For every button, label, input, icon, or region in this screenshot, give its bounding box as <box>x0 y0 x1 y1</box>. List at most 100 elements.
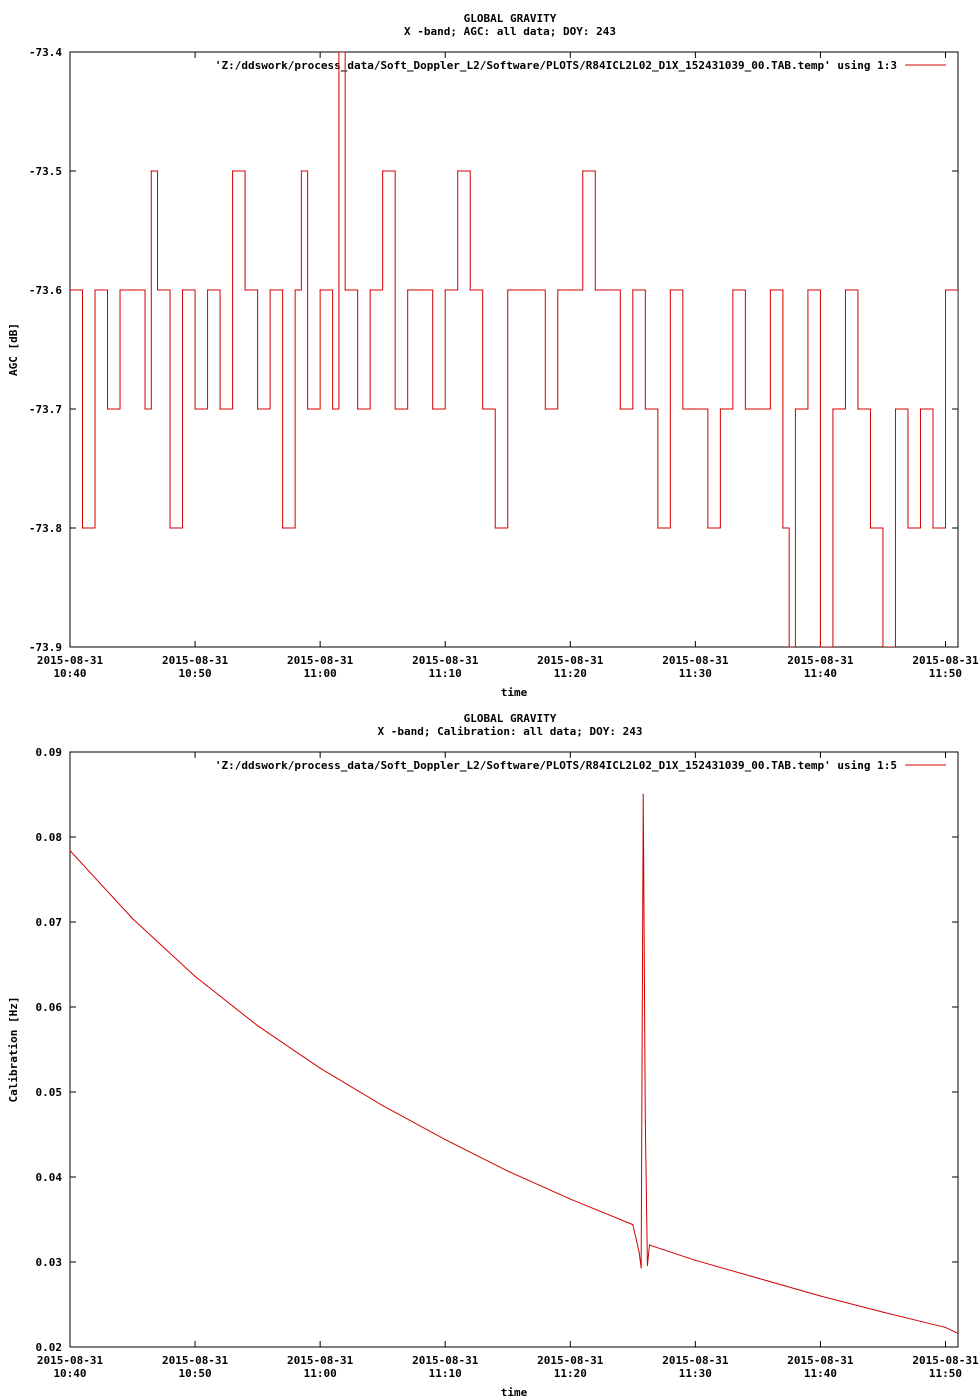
data-point <box>719 408 721 410</box>
data-point <box>644 1121 646 1123</box>
data-point <box>788 646 790 647</box>
y-tick-label: 0.04 <box>36 1171 63 1184</box>
chart-title: GLOBAL GRAVITY <box>464 712 557 725</box>
x-tick-date: 2015-08-31 <box>662 654 729 667</box>
data-point <box>648 1244 651 1246</box>
data-point <box>657 527 659 529</box>
data-point <box>794 408 797 410</box>
data-point <box>382 170 384 172</box>
data-point <box>419 289 421 291</box>
y-tick-label: 0.07 <box>36 916 63 929</box>
chart-subtitle: X -band; Calibration: all data; DOY: 243 <box>378 725 643 738</box>
x-tick-time: 10:40 <box>53 1367 86 1380</box>
x-tick-time: 11:40 <box>804 1367 837 1380</box>
data-point <box>394 408 396 410</box>
plot-frame <box>69 751 959 1348</box>
data-point <box>919 408 922 410</box>
x-tick-time: 11:50 <box>929 1367 962 1380</box>
data-point <box>206 289 209 291</box>
data-point <box>382 1105 384 1107</box>
data-point <box>640 1267 642 1269</box>
x-tick-time: 11:20 <box>554 667 587 680</box>
x-tick-time: 10:40 <box>53 667 86 680</box>
data-point <box>607 289 609 291</box>
x-tick-time: 11:40 <box>804 667 837 680</box>
data-point <box>957 408 958 410</box>
agc-chart-panel: GLOBAL GRAVITY X -band; AGC: all data; DO… <box>7 12 979 699</box>
data-point <box>669 289 671 291</box>
data-point <box>544 408 546 410</box>
x-tick-date: 2015-08-31 <box>537 654 604 667</box>
data-point <box>819 646 822 647</box>
data-point <box>319 289 321 291</box>
x-axis-label: time <box>501 686 528 699</box>
y-tick-label: 0.02 <box>36 1341 63 1354</box>
data-point <box>894 408 897 410</box>
data-point <box>638 1251 640 1253</box>
data-point <box>907 527 909 529</box>
legend-label: 'Z:/ddswork/process_data/Soft_Doppler_L2… <box>215 59 897 72</box>
data-point <box>757 1277 759 1279</box>
data-point <box>294 289 296 291</box>
x-tick-date: 2015-08-31 <box>912 1354 979 1367</box>
data-point <box>194 408 196 410</box>
chart-subtitle: X -band; AGC: all data; DOY: 243 <box>404 25 616 38</box>
data-point <box>594 289 596 291</box>
data-point <box>646 1264 649 1266</box>
data-point <box>619 408 621 410</box>
series-line <box>70 794 958 1334</box>
x-tick-date: 2015-08-31 <box>287 1354 354 1367</box>
x-tick-date: 2015-08-31 <box>412 654 479 667</box>
data-point <box>257 408 259 410</box>
x-tick-date: 2015-08-31 <box>162 654 229 667</box>
x-tick-time: 11:30 <box>679 667 712 680</box>
data-point <box>94 289 96 291</box>
data-point <box>882 1311 884 1313</box>
data-point <box>632 289 634 291</box>
x-tick-date: 2015-08-31 <box>287 654 354 667</box>
data-point <box>319 1067 321 1069</box>
data-point <box>944 289 947 291</box>
y-axis-label: Calibration [Hz] <box>7 997 20 1103</box>
x-axis-label: time <box>501 1386 528 1399</box>
y-tick-label: -73.7 <box>29 403 62 416</box>
data-point <box>744 408 746 410</box>
data-point <box>944 1326 947 1329</box>
data-point <box>707 527 709 529</box>
data-point <box>81 527 84 529</box>
data-point <box>857 408 859 410</box>
data-point <box>231 170 234 172</box>
data-point <box>644 408 646 410</box>
y-axis-label: AGC [dB] <box>7 323 20 376</box>
data-point <box>282 527 284 529</box>
data-point <box>757 408 759 410</box>
x-tick-date: 2015-08-31 <box>537 1354 604 1367</box>
data-point <box>257 1025 259 1027</box>
legend-label: 'Z:/ddswork/process_data/Soft_Doppler_L2… <box>215 759 897 772</box>
data-point <box>131 918 134 920</box>
data-point <box>507 1170 509 1172</box>
data-point <box>338 52 340 53</box>
y-tick-label: -73.4 <box>29 46 62 59</box>
calibration-chart-panel: GLOBAL GRAVITY X -band; Calibration: all … <box>0 700 980 1400</box>
y-tick-label: -73.5 <box>29 165 62 178</box>
data-point <box>882 646 884 647</box>
x-tick-time: 10:50 <box>179 667 212 680</box>
data-point <box>557 289 559 291</box>
data-point <box>407 289 409 291</box>
data-point <box>694 408 696 410</box>
data-point <box>642 793 644 796</box>
plot-frame <box>69 51 959 648</box>
chart-title: GLOBAL GRAVITY <box>464 12 557 25</box>
series-line <box>70 52 958 647</box>
data-point <box>244 289 246 291</box>
x-tick-date: 2015-08-31 <box>662 1354 729 1367</box>
data-point <box>332 408 334 410</box>
data-point <box>444 289 446 291</box>
data-point <box>432 408 434 410</box>
data-point <box>844 289 847 291</box>
data-point <box>532 289 534 291</box>
data-point <box>494 527 496 529</box>
